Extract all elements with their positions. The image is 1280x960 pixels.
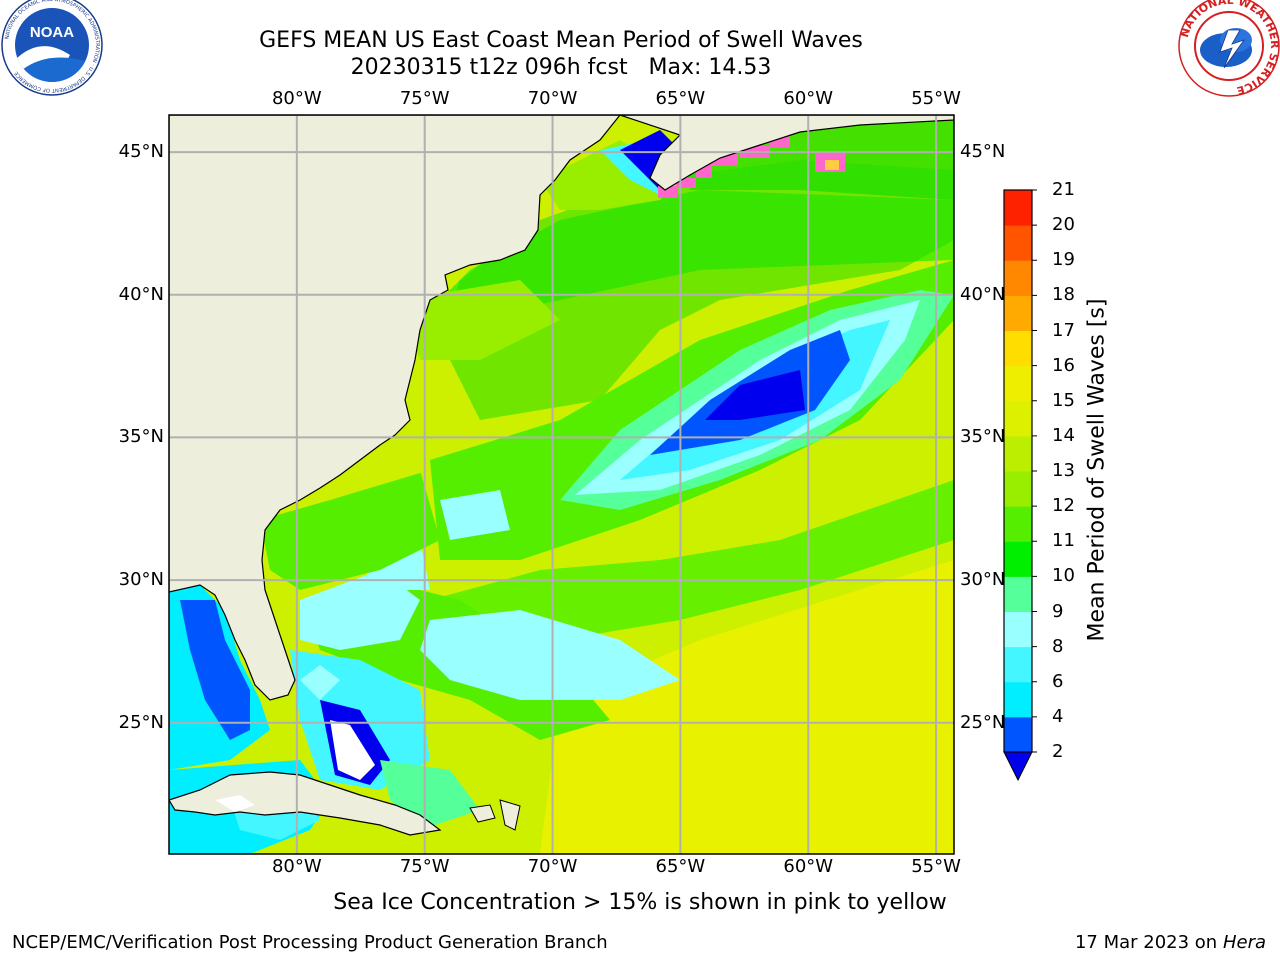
lon-label-bottom: 75°W	[399, 856, 450, 877]
lon-label-top: 55°W	[911, 88, 961, 109]
lat-label-right: 30°N	[960, 569, 1006, 591]
lat-label-right: 25°N	[960, 711, 1006, 733]
colorbar-segment	[1004, 365, 1032, 402]
map-area	[169, 115, 954, 854]
colorbar-tick-label: 16	[1052, 354, 1075, 376]
colorbar-title: Mean Period of Swell Waves [s]	[1084, 298, 1110, 642]
colorbar-segment	[1004, 716, 1032, 753]
credit-host: Hera	[1222, 932, 1266, 953]
colorbar-tick-label: 2	[1052, 741, 1064, 762]
credit-date: 17 Mar 2023 on Hera	[1075, 932, 1266, 953]
graticule	[169, 115, 954, 854]
noaa-logo: NOAA NATIONAL OCEANIC AND ATMOSPHERIC AD…	[1, 0, 103, 96]
lat-label-left: 45°N	[118, 141, 164, 163]
colorbar-tick-label: 21	[1052, 179, 1075, 200]
colorbar	[1003, 189, 1037, 782]
credit-date-text: 17 Mar 2023 on	[1074, 932, 1218, 953]
colorbar-tick-label: 17	[1052, 319, 1075, 341]
colorbar-segment	[1004, 190, 1032, 226]
colorbar-tick-label: 13	[1052, 460, 1075, 481]
colorbar-segment	[1004, 471, 1032, 507]
colorbar-tick-label: 8	[1052, 635, 1064, 657]
credit-branch: NCEP/EMC/Verification Post Processing Pr…	[12, 932, 608, 953]
colorbar-segment	[1004, 611, 1032, 648]
colorbar-tick-label: 9	[1052, 600, 1064, 622]
colorbar-tick-label: 10	[1052, 565, 1075, 587]
land-us	[169, 115, 621, 701]
colorbar-tick-label: 14	[1052, 424, 1075, 446]
noaa-logo-text: NOAA	[30, 24, 74, 41]
colorbar-tick-label: 12	[1052, 495, 1075, 517]
chart-title: GEFS MEAN US East Coast Mean Period of S…	[259, 28, 863, 53]
colorbar-segment	[1004, 541, 1032, 577]
colorbar-segment	[1004, 646, 1032, 683]
colorbar-segment	[1004, 295, 1032, 331]
lat-label-right: 35°N	[960, 426, 1006, 448]
colorbar-tick-label: 18	[1052, 284, 1075, 306]
colorbar-segment	[1004, 435, 1032, 472]
lon-label-bottom: 60°W	[783, 856, 834, 877]
lon-label-bottom: 70°W	[527, 856, 578, 877]
colorbar-under-extension	[1003, 751, 1033, 782]
lat-label-right: 40°N	[960, 283, 1006, 305]
lon-label-top: 70°W	[527, 88, 578, 109]
colorbar-segment	[1004, 576, 1032, 612]
lon-label-top: 60°W	[783, 88, 834, 109]
colorbar-segment	[1004, 681, 1032, 718]
lat-label-left: 25°N	[118, 711, 164, 733]
lat-label-left: 40°N	[118, 283, 164, 305]
lon-label-top: 75°W	[399, 88, 450, 109]
lon-label-bottom: 80°W	[271, 856, 322, 877]
lat-label-right: 45°N	[960, 141, 1006, 163]
nws-logo: NATIONAL WEATHER SERVICE	[1178, 0, 1280, 97]
sea-ice-note: Sea Ice Concentration > 15% is shown in …	[333, 890, 947, 915]
colorbar-tick-label: 19	[1052, 249, 1075, 271]
map-frame	[168, 114, 955, 855]
colorbar-tick-label: 11	[1052, 530, 1075, 552]
lon-label-bottom: 55°W	[911, 856, 961, 877]
lat-label-left: 30°N	[118, 569, 164, 591]
colorbar-segment	[1004, 400, 1032, 437]
lon-label-bottom: 65°W	[655, 856, 706, 877]
colorbar-tick-label: 6	[1052, 670, 1064, 692]
colorbar-tick-label: 15	[1052, 389, 1075, 411]
lon-label-top: 65°W	[655, 88, 706, 109]
colorbar-segment	[1004, 260, 1032, 296]
land-canada	[619, 115, 954, 191]
lat-label-left: 35°N	[118, 426, 164, 448]
colorbar-segment	[1004, 225, 1032, 261]
colorbar-segment	[1004, 330, 1032, 367]
lon-label-top: 80°W	[271, 88, 322, 109]
chart-subtitle: 20230315 t12z 096h fcst Max: 14.53	[350, 55, 772, 80]
colorbar-tick-label: 4	[1052, 705, 1064, 727]
colorbar-tick-label: 20	[1052, 214, 1075, 236]
colorbar-segment	[1004, 506, 1032, 542]
